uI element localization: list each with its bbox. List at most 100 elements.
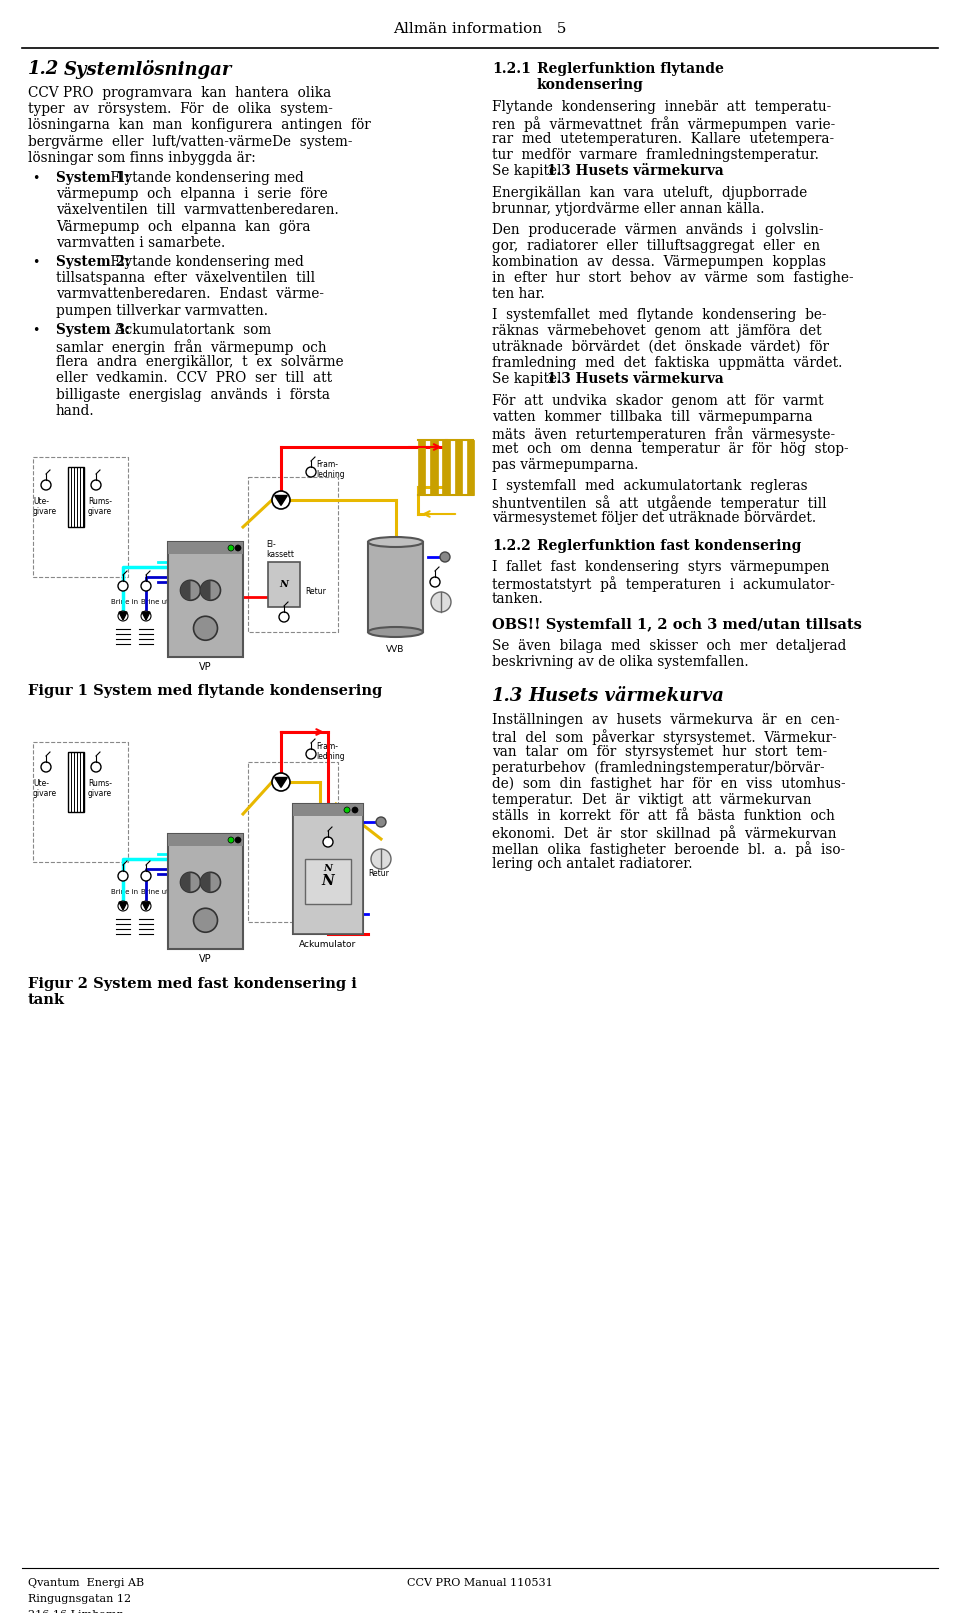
Text: Se kapitel: Se kapitel [492,373,565,386]
Text: Ute-
givare: Ute- givare [33,779,58,798]
Text: VP: VP [199,953,212,965]
Text: lösningarna  kan  man  konfigurera  antingen  för: lösningarna kan man konfigurera antingen… [28,118,371,132]
Circle shape [41,761,51,773]
Text: Ute-
givare: Ute- givare [33,497,58,516]
Text: uträknade  börvärdet  (det  önskade  värdet)  för: uträknade börvärdet (det önskade värdet)… [492,340,829,353]
Text: 1.3: 1.3 [492,687,523,705]
Text: N: N [279,581,288,589]
Ellipse shape [368,627,423,637]
Text: kondensering: kondensering [537,77,644,92]
Bar [168,542,243,656]
Text: tur  medför  varmare  framledningstemperatur.: tur medför varmare framledningstemperatu… [492,148,819,161]
Circle shape [201,873,221,892]
Text: N: N [324,865,332,874]
Bar [168,542,243,553]
Text: Flytande  kondensering  innebär  att  temperatu-: Flytande kondensering innebär att temper… [492,100,831,115]
Text: Retur: Retur [368,869,389,877]
Text: shuntventilen  så  att  utgående  temperatur  till: shuntventilen så att utgående temperatur… [492,495,827,511]
Circle shape [344,806,350,813]
Circle shape [118,611,128,621]
Text: mellan  olika  fastigheter  beroende  bl.  a.  på  iso-: mellan olika fastigheter beroende bl. a.… [492,840,845,857]
Text: Figur 2 System med fast kondensering i: Figur 2 System med fast kondensering i [28,977,357,990]
Text: 1.2: 1.2 [28,60,60,77]
Text: System 2:: System 2: [56,255,130,269]
Text: •: • [32,173,39,185]
Polygon shape [119,611,127,619]
Text: de)  som  din  fastighet  har  för  en  viss  utomhus-: de) som din fastighet har för en viss ut… [492,777,846,792]
Text: Allmän information   5: Allmän information 5 [394,23,566,35]
Text: Den  producerade  värmen  används  i  golvslin-: Den producerade värmen används i golvsli… [492,223,824,237]
Circle shape [91,761,101,773]
Circle shape [431,592,451,611]
Text: Husets värmekurva: Husets värmekurva [528,687,724,705]
Circle shape [180,873,201,892]
Text: Inställningen  av  husets  värmekurva  är  en  cen-: Inställningen av husets värmekurva är en… [492,713,840,727]
Circle shape [371,848,391,869]
Circle shape [228,545,234,552]
Bar [168,834,243,845]
Text: varmvatten i samarbete.: varmvatten i samarbete. [56,235,226,250]
Text: Reglerfunktion fast kondensering: Reglerfunktion fast kondensering [537,539,802,553]
Circle shape [118,871,128,881]
Circle shape [141,902,151,911]
Text: .: . [692,165,696,177]
Text: Fram-
ledning: Fram- ledning [316,742,345,761]
Text: Brine ut: Brine ut [141,598,169,605]
Text: växelventilen  till  varmvattenberedaren.: växelventilen till varmvattenberedaren. [56,203,339,218]
Bar [293,803,363,934]
Text: Brine in: Brine in [111,889,138,895]
Text: värmesystemet följer det uträknade börvärdet.: värmesystemet följer det uträknade börvä… [492,511,816,524]
Text: pumpen tillverkar varmvatten.: pumpen tillverkar varmvatten. [56,303,268,318]
Text: Retur: Retur [305,587,325,595]
Text: gor,  radiatorer  eller  tilluftsaggregat  eller  en: gor, radiatorer eller tilluftsaggregat e… [492,239,820,253]
Text: framledning  med  det  faktiska  uppmätta  värdet.: framledning med det faktiska uppmätta vä… [492,356,842,369]
Text: Se kapitel: Se kapitel [492,165,565,177]
Text: CCV PRO  programvara  kan  hantera  olika: CCV PRO programvara kan hantera olika [28,85,331,100]
Text: tank: tank [28,994,65,1007]
Circle shape [118,581,128,590]
Bar [168,834,243,948]
Text: ten har.: ten har. [492,287,544,302]
Bar [268,561,300,606]
Bar [68,468,84,527]
Text: varmvattenberedaren.  Endast  värme-: varmvattenberedaren. Endast värme- [56,287,324,302]
Text: Flytande kondensering med: Flytande kondensering med [106,255,303,269]
Text: Figur 1 System med flytande kondensering: Figur 1 System med flytande kondensering [28,684,382,698]
Text: I  systemfallet  med  flytande  kondensering  be-: I systemfallet med flytande kondensering… [492,308,827,323]
Circle shape [41,481,51,490]
Circle shape [440,552,450,561]
Text: 1.3 Husets värmekurva: 1.3 Husets värmekurva [547,165,724,177]
Text: temperatur.  Det  är  viktigt  att  värmekurvan: temperatur. Det är viktigt att värmekurv… [492,794,811,806]
Polygon shape [142,902,150,910]
Polygon shape [180,581,190,600]
Text: System 3:: System 3: [56,323,130,337]
Text: CCV PRO Manual 110531: CCV PRO Manual 110531 [407,1578,553,1589]
Bar [443,440,450,495]
Text: Se  även  bilaga  med  skisser  och  mer  detaljerad: Se även bilaga med skisser och mer detal… [492,639,847,653]
Text: bergvärme  eller  luft/vatten-värmeDe  system-: bergvärme eller luft/vatten-värmeDe syst… [28,134,352,148]
Polygon shape [119,902,127,910]
Text: Qvantum  Energi AB: Qvantum Energi AB [28,1578,144,1589]
Polygon shape [275,495,287,505]
Text: eller  vedkamin.  CCV  PRO  ser  till  att: eller vedkamin. CCV PRO ser till att [56,371,332,386]
Text: kombination  av  dessa.  Värmepumpen  kopplas: kombination av dessa. Värmepumpen koppla… [492,255,826,269]
Text: ekonomi.  Det  är  stor  skillnad  på  värmekurvan: ekonomi. Det är stor skillnad på värmeku… [492,824,836,840]
Bar [293,803,363,816]
Text: tillsatspanna  efter  växelventilen  till: tillsatspanna efter växelventilen till [56,271,315,286]
Bar [368,542,423,632]
Text: Flytande kondensering med: Flytande kondensering med [106,171,303,185]
Text: N: N [322,874,334,889]
Text: VVB: VVB [386,645,405,653]
Text: Rums-
givare: Rums- givare [88,497,112,516]
Text: I  fallet  fast  kondensering  styrs  värmepumpen: I fallet fast kondensering styrs värmepu… [492,560,829,574]
Text: ren  på  värmevattnet  från  värmepumpen  varie-: ren på värmevattnet från värmepumpen var… [492,116,835,132]
Polygon shape [201,873,210,892]
Circle shape [141,871,151,881]
Bar [418,440,425,495]
Bar [293,803,363,934]
Polygon shape [180,873,190,892]
Circle shape [180,581,201,600]
Circle shape [194,908,218,932]
Text: hand.: hand. [56,403,95,418]
Circle shape [279,611,289,623]
